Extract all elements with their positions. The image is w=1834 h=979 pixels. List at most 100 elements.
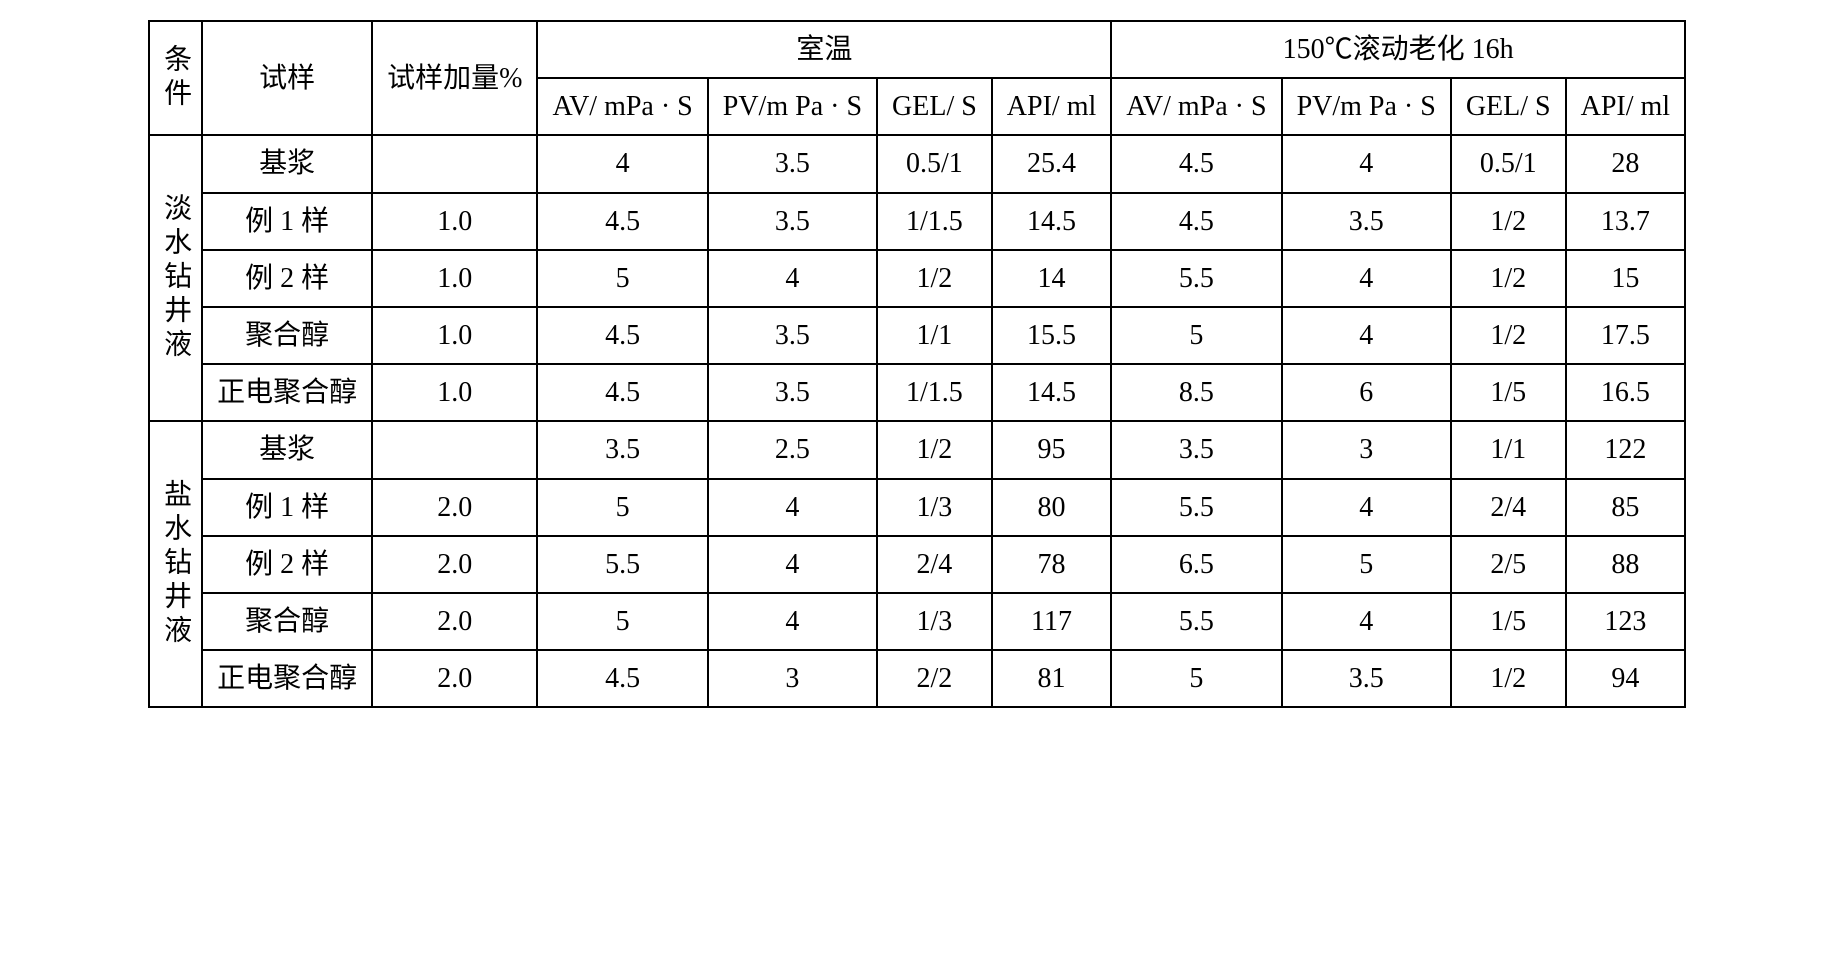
cell-aged-av: 6.5 — [1111, 536, 1281, 593]
cell-rt-gel: 1/3 — [877, 593, 992, 650]
cell-rt-av: 5.5 — [537, 536, 707, 593]
cell-rt-gel: 1/2 — [877, 250, 992, 307]
table-row: 聚合醇1.04.53.51/115.5541/217.5 — [149, 307, 1685, 364]
cell-rt-api: 14 — [992, 250, 1111, 307]
cell-dosage: 2.0 — [372, 650, 537, 707]
cell-rt-gel: 1/1 — [877, 307, 992, 364]
cell-rt-pv: 3 — [708, 650, 877, 707]
cell-condition: 淡水钻井液 — [149, 135, 202, 421]
cell-aged-av: 3.5 — [1111, 421, 1281, 478]
cell-sample: 例 1 样 — [202, 193, 372, 250]
col-rt-av: AV/ mPa · S — [537, 78, 707, 135]
cell-rt-pv: 3.5 — [708, 307, 877, 364]
cell-sample: 例 2 样 — [202, 536, 372, 593]
table-row: 例 1 样1.04.53.51/1.514.54.53.51/213.7 — [149, 193, 1685, 250]
col-aged-av: AV/ mPa · S — [1111, 78, 1281, 135]
cell-aged-gel: 1/2 — [1451, 193, 1566, 250]
cell-aged-av: 5 — [1111, 307, 1281, 364]
cell-sample: 正电聚合醇 — [202, 364, 372, 421]
table-header: 条件 试样 试样加量% 室温 150℃滚动老化 16h AV/ mPa · S … — [149, 21, 1685, 135]
cell-aged-pv: 4 — [1282, 307, 1451, 364]
cell-rt-pv: 3.5 — [708, 135, 877, 192]
cell-aged-api: 13.7 — [1566, 193, 1685, 250]
cell-aged-pv: 3.5 — [1282, 193, 1451, 250]
cell-aged-gel: 1/1 — [1451, 421, 1566, 478]
cell-rt-pv: 4 — [708, 250, 877, 307]
cell-dosage — [372, 135, 537, 192]
col-dosage: 试样加量% — [372, 21, 537, 135]
cell-rt-api: 14.5 — [992, 364, 1111, 421]
cell-rt-pv: 3.5 — [708, 193, 877, 250]
cell-rt-api: 81 — [992, 650, 1111, 707]
table-row: 正电聚合醇2.04.532/28153.51/294 — [149, 650, 1685, 707]
cell-rt-av: 4.5 — [537, 364, 707, 421]
table-row: 例 2 样1.0541/2145.541/215 — [149, 250, 1685, 307]
cell-dosage: 2.0 — [372, 536, 537, 593]
cell-aged-pv: 3.5 — [1282, 650, 1451, 707]
data-table: 条件 试样 试样加量% 室温 150℃滚动老化 16h AV/ mPa · S … — [148, 20, 1686, 708]
cell-rt-pv: 4 — [708, 536, 877, 593]
col-rt-api: API/ ml — [992, 78, 1111, 135]
cell-aged-pv: 5 — [1282, 536, 1451, 593]
cell-rt-av: 4.5 — [537, 193, 707, 250]
cell-dosage: 2.0 — [372, 479, 537, 536]
cell-rt-pv: 3.5 — [708, 364, 877, 421]
cell-aged-pv: 4 — [1282, 135, 1451, 192]
table-row: 聚合醇2.0541/31175.541/5123 — [149, 593, 1685, 650]
cell-aged-api: 16.5 — [1566, 364, 1685, 421]
cell-dosage: 2.0 — [372, 593, 537, 650]
col-aged-gel: GEL/ S — [1451, 78, 1566, 135]
cell-rt-api: 80 — [992, 479, 1111, 536]
cell-condition: 盐水钻井液 — [149, 421, 202, 707]
cell-sample: 聚合醇 — [202, 593, 372, 650]
cell-rt-av: 5 — [537, 250, 707, 307]
cell-aged-gel: 1/2 — [1451, 250, 1566, 307]
cell-aged-api: 94 — [1566, 650, 1685, 707]
cell-sample: 例 2 样 — [202, 250, 372, 307]
col-group-aged: 150℃滚动老化 16h — [1111, 21, 1685, 78]
cell-rt-pv: 4 — [708, 479, 877, 536]
cell-aged-pv: 6 — [1282, 364, 1451, 421]
cell-aged-pv: 4 — [1282, 250, 1451, 307]
cell-aged-gel: 1/2 — [1451, 650, 1566, 707]
col-group-rt: 室温 — [537, 21, 1111, 78]
cell-aged-api: 122 — [1566, 421, 1685, 478]
cell-rt-av: 4 — [537, 135, 707, 192]
cell-rt-gel: 1/2 — [877, 421, 992, 478]
table-row: 淡水钻井液基浆43.50.5/125.44.540.5/128 — [149, 135, 1685, 192]
col-rt-gel: GEL/ S — [877, 78, 992, 135]
cell-aged-api: 88 — [1566, 536, 1685, 593]
cell-rt-pv: 4 — [708, 593, 877, 650]
cell-rt-api: 117 — [992, 593, 1111, 650]
cell-rt-gel: 2/2 — [877, 650, 992, 707]
col-sample: 试样 — [202, 21, 372, 135]
cell-aged-gel: 2/4 — [1451, 479, 1566, 536]
cell-aged-av: 4.5 — [1111, 193, 1281, 250]
cell-sample: 例 1 样 — [202, 479, 372, 536]
cell-rt-gel: 2/4 — [877, 536, 992, 593]
cell-sample: 正电聚合醇 — [202, 650, 372, 707]
cell-rt-api: 15.5 — [992, 307, 1111, 364]
cell-aged-api: 85 — [1566, 479, 1685, 536]
cell-aged-av: 5.5 — [1111, 250, 1281, 307]
cell-sample: 基浆 — [202, 421, 372, 478]
cell-dosage: 1.0 — [372, 364, 537, 421]
cell-rt-av: 4.5 — [537, 650, 707, 707]
table-row: 例 1 样2.0541/3805.542/485 — [149, 479, 1685, 536]
col-condition: 条件 — [149, 21, 202, 135]
cell-aged-api: 28 — [1566, 135, 1685, 192]
cell-aged-api: 15 — [1566, 250, 1685, 307]
col-aged-api: API/ ml — [1566, 78, 1685, 135]
cell-dosage — [372, 421, 537, 478]
cell-aged-pv: 4 — [1282, 479, 1451, 536]
cell-aged-av: 8.5 — [1111, 364, 1281, 421]
cell-aged-pv: 4 — [1282, 593, 1451, 650]
cell-aged-api: 17.5 — [1566, 307, 1685, 364]
cell-aged-gel: 0.5/1 — [1451, 135, 1566, 192]
cell-rt-gel: 1/3 — [877, 479, 992, 536]
cell-rt-av: 5 — [537, 593, 707, 650]
cell-rt-av: 4.5 — [537, 307, 707, 364]
table-body: 淡水钻井液基浆43.50.5/125.44.540.5/128例 1 样1.04… — [149, 135, 1685, 707]
cell-rt-api: 14.5 — [992, 193, 1111, 250]
cell-rt-gel: 1/1.5 — [877, 193, 992, 250]
